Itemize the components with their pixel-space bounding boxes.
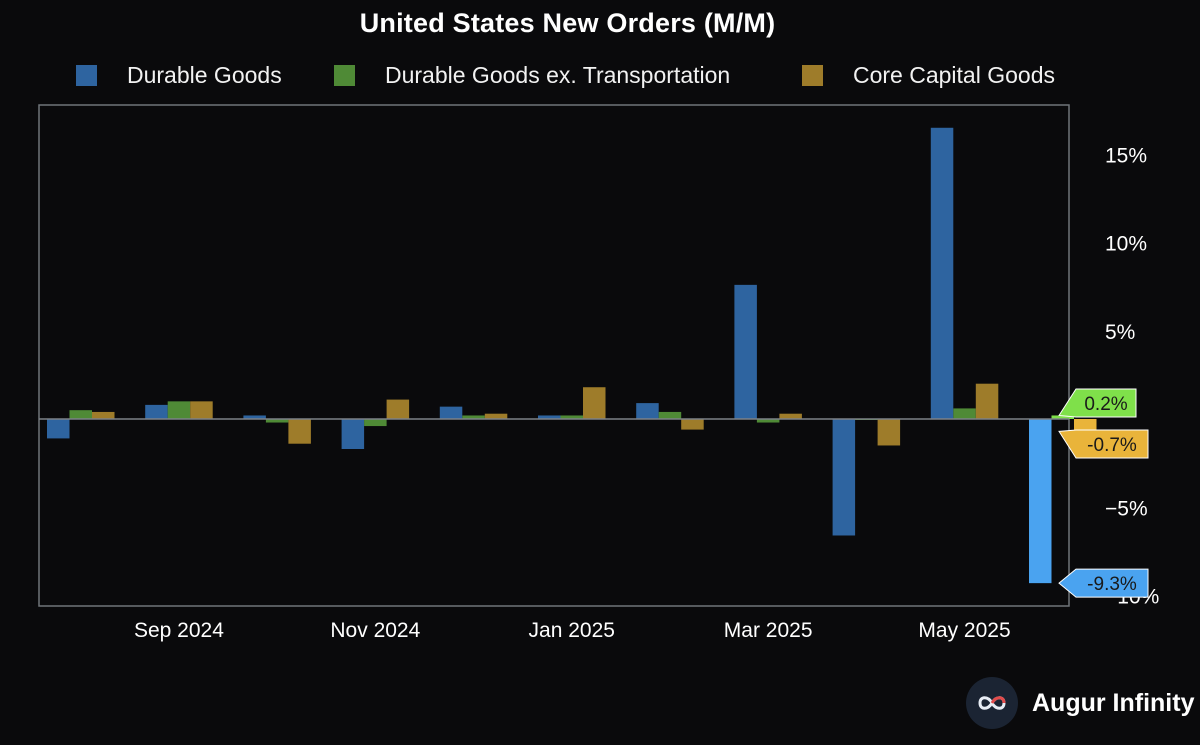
- bar-series-0-dec-2024: [439, 406, 463, 419]
- bar-series-1-feb-2025: [658, 411, 682, 419]
- last-value-callout-1: [1058, 388, 1137, 418]
- y-tick-label: 5%: [1105, 321, 1135, 344]
- legend-label-durable-goods: Durable Goods: [127, 61, 282, 88]
- last-value-label-0: -9.3%: [1087, 574, 1137, 595]
- last-value-label-1: 0.2%: [1084, 394, 1127, 415]
- legend-item-core-capital-goods[interactable]: Core Capital Goods: [802, 58, 1055, 92]
- bar-series-0-feb-2025: [636, 403, 659, 419]
- bar-series-2-oct-2024: [288, 419, 311, 444]
- y-tick-label: 15%: [1105, 144, 1147, 167]
- legend-label-durable-goods-ex-transportation: Durable Goods ex. Transportation: [385, 61, 731, 88]
- bar-series-0-apr-2025: [832, 419, 856, 536]
- bar-series-0-sep-2024: [145, 404, 168, 419]
- bar-series-2-may-2025: [975, 383, 999, 419]
- bar-series-2-feb-2025: [681, 419, 704, 430]
- bar-series-2-jan-2025: [583, 387, 606, 419]
- bar-series-1-oct-2024: [265, 419, 289, 423]
- bar-series-2-aug-2024: [92, 411, 115, 419]
- last-value-callout-2: [1058, 429, 1149, 459]
- bar-series-0-jun-2025: [1029, 419, 1052, 584]
- bar-series-2-sep-2024: [190, 401, 213, 419]
- bar-series-1-jun-2025: [1051, 415, 1074, 419]
- legend-swatch-durable-goods: [76, 64, 97, 86]
- bar-series-0-mar-2025: [734, 284, 757, 419]
- bar-series-2-mar-2025: [779, 413, 802, 419]
- legend-item-durable-goods[interactable]: Durable Goods: [76, 58, 282, 92]
- bar-series-1-mar-2025: [756, 419, 780, 423]
- bar-series-2-nov-2024: [386, 399, 410, 419]
- legend-label-core-capital-goods: Core Capital Goods: [853, 61, 1055, 88]
- bar-series-0-nov-2024: [341, 419, 365, 450]
- x-tick-label: Nov 2024: [330, 619, 420, 642]
- y-tick-label: −5%: [1105, 497, 1148, 520]
- bar-series-1-nov-2024: [364, 419, 387, 427]
- x-tick-label: Mar 2025: [724, 619, 813, 642]
- bar-series-2-dec-2024: [484, 413, 508, 419]
- last-value-label-2: -0.7%: [1087, 435, 1137, 456]
- bar-series-1-dec-2024: [462, 415, 485, 419]
- bar-series-1-aug-2024: [69, 410, 92, 419]
- plot-frame: [38, 104, 1070, 607]
- bar-series-1-may-2025: [953, 408, 976, 419]
- x-tick-label: May 2025: [918, 619, 1010, 642]
- bar-series-0-oct-2024: [243, 415, 266, 419]
- last-value-callout-0: [1058, 568, 1149, 598]
- bar-series-0-may-2025: [930, 127, 954, 420]
- chart-legend: Durable Goods Durable Goods ex. Transpor…: [0, 58, 1200, 92]
- y-tick-label: 10%: [1105, 233, 1147, 256]
- bar-series-0-aug-2024: [47, 419, 70, 439]
- chart-title: United States New Orders (M/M): [359, 8, 776, 38]
- brand: Augur Infinity: [966, 677, 1194, 729]
- bar-series-1-jan-2025: [560, 415, 583, 419]
- x-tick-label: Sep 2024: [134, 619, 224, 642]
- legend-item-durable-goods-ex-transportation[interactable]: Durable Goods ex. Transportation: [334, 58, 730, 92]
- legend-swatch-durable-goods-ex-transportation: [334, 64, 355, 86]
- bar-series-2-jun-2025: [1074, 419, 1097, 432]
- bar-series-1-sep-2024: [167, 401, 191, 419]
- bar-series-2-apr-2025: [877, 419, 901, 446]
- legend-swatch-core-capital-goods: [802, 64, 823, 86]
- x-tick-label: Jan 2025: [529, 619, 615, 642]
- bar-series-0-jan-2025: [538, 415, 561, 419]
- infinity-icon: [966, 677, 1018, 729]
- brand-name: Augur Infinity: [1032, 688, 1195, 717]
